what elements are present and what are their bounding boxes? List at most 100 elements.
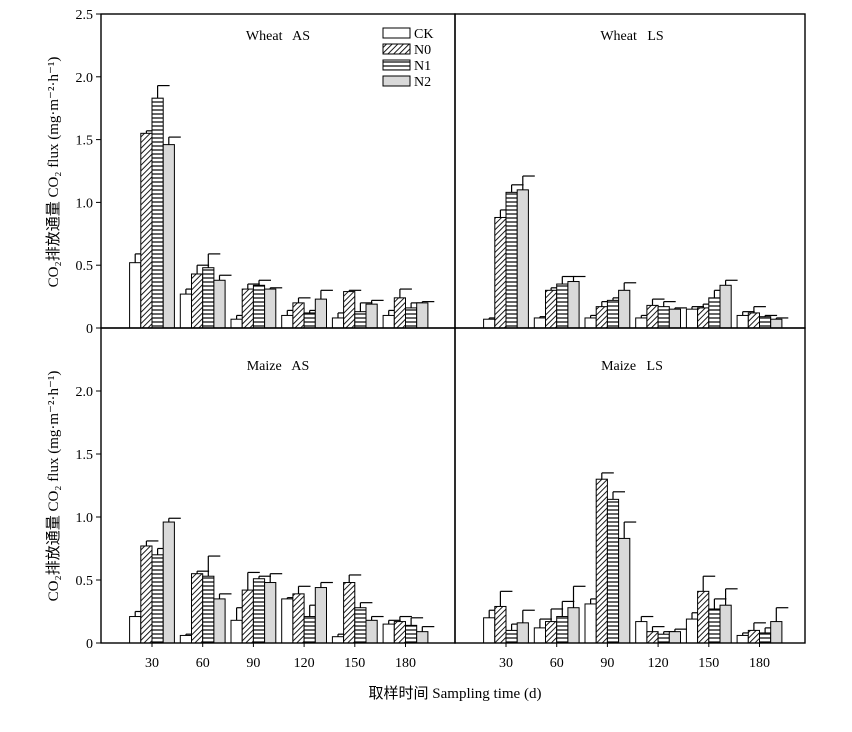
bar-n0 bbox=[747, 629, 760, 644]
bar-ck bbox=[129, 262, 142, 329]
bar-n0 bbox=[241, 589, 254, 644]
bar-n2 bbox=[162, 144, 175, 329]
bar-ck bbox=[179, 293, 193, 329]
legend: CK N0 N1 N2 bbox=[382, 27, 433, 90]
bar-n1 bbox=[303, 616, 316, 644]
legend-swatch-n1 bbox=[382, 59, 411, 71]
x-tick-label: 60 bbox=[550, 656, 564, 671]
bar-n1 bbox=[405, 624, 418, 644]
bar-n0 bbox=[646, 304, 659, 329]
bar-n1 bbox=[657, 306, 670, 329]
bar-n1 bbox=[252, 578, 266, 644]
bar-n2 bbox=[618, 537, 631, 644]
bar-n2 bbox=[264, 582, 277, 644]
bar-n2 bbox=[719, 284, 732, 329]
bar-ck bbox=[635, 317, 648, 329]
bar-n2 bbox=[567, 281, 580, 329]
bar-n2 bbox=[516, 622, 529, 644]
bar-n1 bbox=[252, 284, 266, 329]
y-tick-label: 1.0 bbox=[76, 196, 94, 211]
bar-n0 bbox=[343, 291, 356, 329]
y-axis-title-bottom: CO₂排放通量 CO₂ flux (mg·m⁻²·h⁻¹) bbox=[45, 371, 62, 602]
x-axis-title: 取样时间 Sampling time (d) bbox=[369, 685, 542, 702]
bar-ck bbox=[331, 636, 345, 644]
x-tick-label: 60 bbox=[196, 656, 210, 671]
bar-n0 bbox=[343, 582, 356, 644]
bar-ck bbox=[179, 634, 193, 644]
plot-layer: 0 0.5 1.0 1.5 2.0 2.5 0 0.5 1.0 1.5 2.0 30 60 90 120 15… bbox=[76, 8, 806, 671]
bar-n2 bbox=[618, 289, 631, 329]
bar-ck bbox=[230, 619, 243, 644]
bar-n1 bbox=[657, 633, 670, 644]
bar-n1 bbox=[708, 608, 721, 644]
bar-n1 bbox=[606, 498, 620, 644]
y-tick-label: 0.5 bbox=[76, 574, 94, 589]
bar-ck bbox=[483, 617, 496, 644]
y-tick-label: 0 bbox=[86, 322, 93, 337]
x-tick-label: 90 bbox=[246, 656, 260, 671]
bar-n0 bbox=[494, 216, 507, 329]
bar-ck bbox=[382, 314, 395, 329]
bar-n1 bbox=[759, 316, 772, 329]
y-tick-label: 1.0 bbox=[76, 511, 94, 526]
bar-ck bbox=[483, 318, 496, 329]
bar-ck bbox=[685, 308, 699, 329]
bar-n0 bbox=[241, 288, 254, 329]
bar-ck bbox=[736, 314, 749, 329]
legend-label-n0: N0 bbox=[414, 43, 431, 58]
x-tick-label: 150 bbox=[344, 656, 365, 671]
bar-ck bbox=[230, 318, 243, 329]
x-tick-label: 90 bbox=[600, 656, 614, 671]
x-tick-label: 180 bbox=[749, 656, 770, 671]
bar-n1 bbox=[354, 607, 367, 644]
bar-n2 bbox=[213, 598, 226, 644]
x-tick-label: 120 bbox=[648, 656, 669, 671]
bar-n2 bbox=[416, 631, 429, 644]
bar-n0 bbox=[545, 621, 558, 644]
y-axis-title-top: CO₂排放通量 CO₂ flux (mg·m⁻²·h⁻¹) bbox=[45, 57, 62, 288]
y-tick-label: 1.5 bbox=[76, 448, 94, 463]
x-tick-label: 120 bbox=[294, 656, 315, 671]
bar-n0 bbox=[292, 593, 305, 644]
bar-n1 bbox=[202, 267, 215, 329]
y-tick-label: 2.5 bbox=[76, 8, 94, 23]
bar-ck bbox=[685, 618, 699, 644]
bar-n2 bbox=[719, 604, 732, 644]
bar-n0 bbox=[747, 312, 760, 329]
x-tick-label: 180 bbox=[395, 656, 416, 671]
bar-ck bbox=[533, 627, 546, 644]
bar-n0 bbox=[292, 302, 305, 329]
bar-n2 bbox=[567, 607, 580, 644]
bar-n1 bbox=[505, 191, 518, 329]
bar-ck bbox=[635, 621, 648, 644]
panel-title-wheat-as: Wheat AS bbox=[246, 29, 310, 44]
bar-n1 bbox=[303, 312, 316, 329]
bar-n2 bbox=[365, 619, 378, 644]
legend-label-n1: N1 bbox=[414, 59, 431, 74]
bar-n0 bbox=[545, 289, 558, 329]
bar-n2 bbox=[770, 318, 783, 329]
y-tick-label: 1.5 bbox=[76, 134, 94, 149]
bar-n1 bbox=[202, 575, 215, 644]
y-tick-label: 0 bbox=[86, 637, 93, 652]
y-tick-label: 0.5 bbox=[76, 259, 94, 274]
bar-n1 bbox=[354, 311, 367, 329]
bar-n1 bbox=[405, 307, 418, 329]
bar-n1 bbox=[151, 97, 164, 329]
panel-frame-3 bbox=[454, 327, 806, 644]
y-tick-label: 2.0 bbox=[76, 71, 94, 86]
bar-n1 bbox=[151, 554, 164, 644]
bar-ck bbox=[281, 314, 294, 329]
bar-n0 bbox=[494, 605, 507, 644]
bar-n2 bbox=[213, 279, 226, 329]
bar-ck bbox=[281, 598, 294, 644]
y-tick-label: 2.0 bbox=[76, 385, 94, 400]
bar-n1 bbox=[759, 632, 772, 644]
bar-n0 bbox=[140, 132, 153, 329]
bar-n2 bbox=[770, 621, 783, 644]
bar-n0 bbox=[393, 297, 406, 329]
bar-ck bbox=[533, 317, 546, 329]
bar-ck bbox=[736, 634, 749, 644]
panel-title-maize-ls: Maize LS bbox=[601, 359, 663, 374]
